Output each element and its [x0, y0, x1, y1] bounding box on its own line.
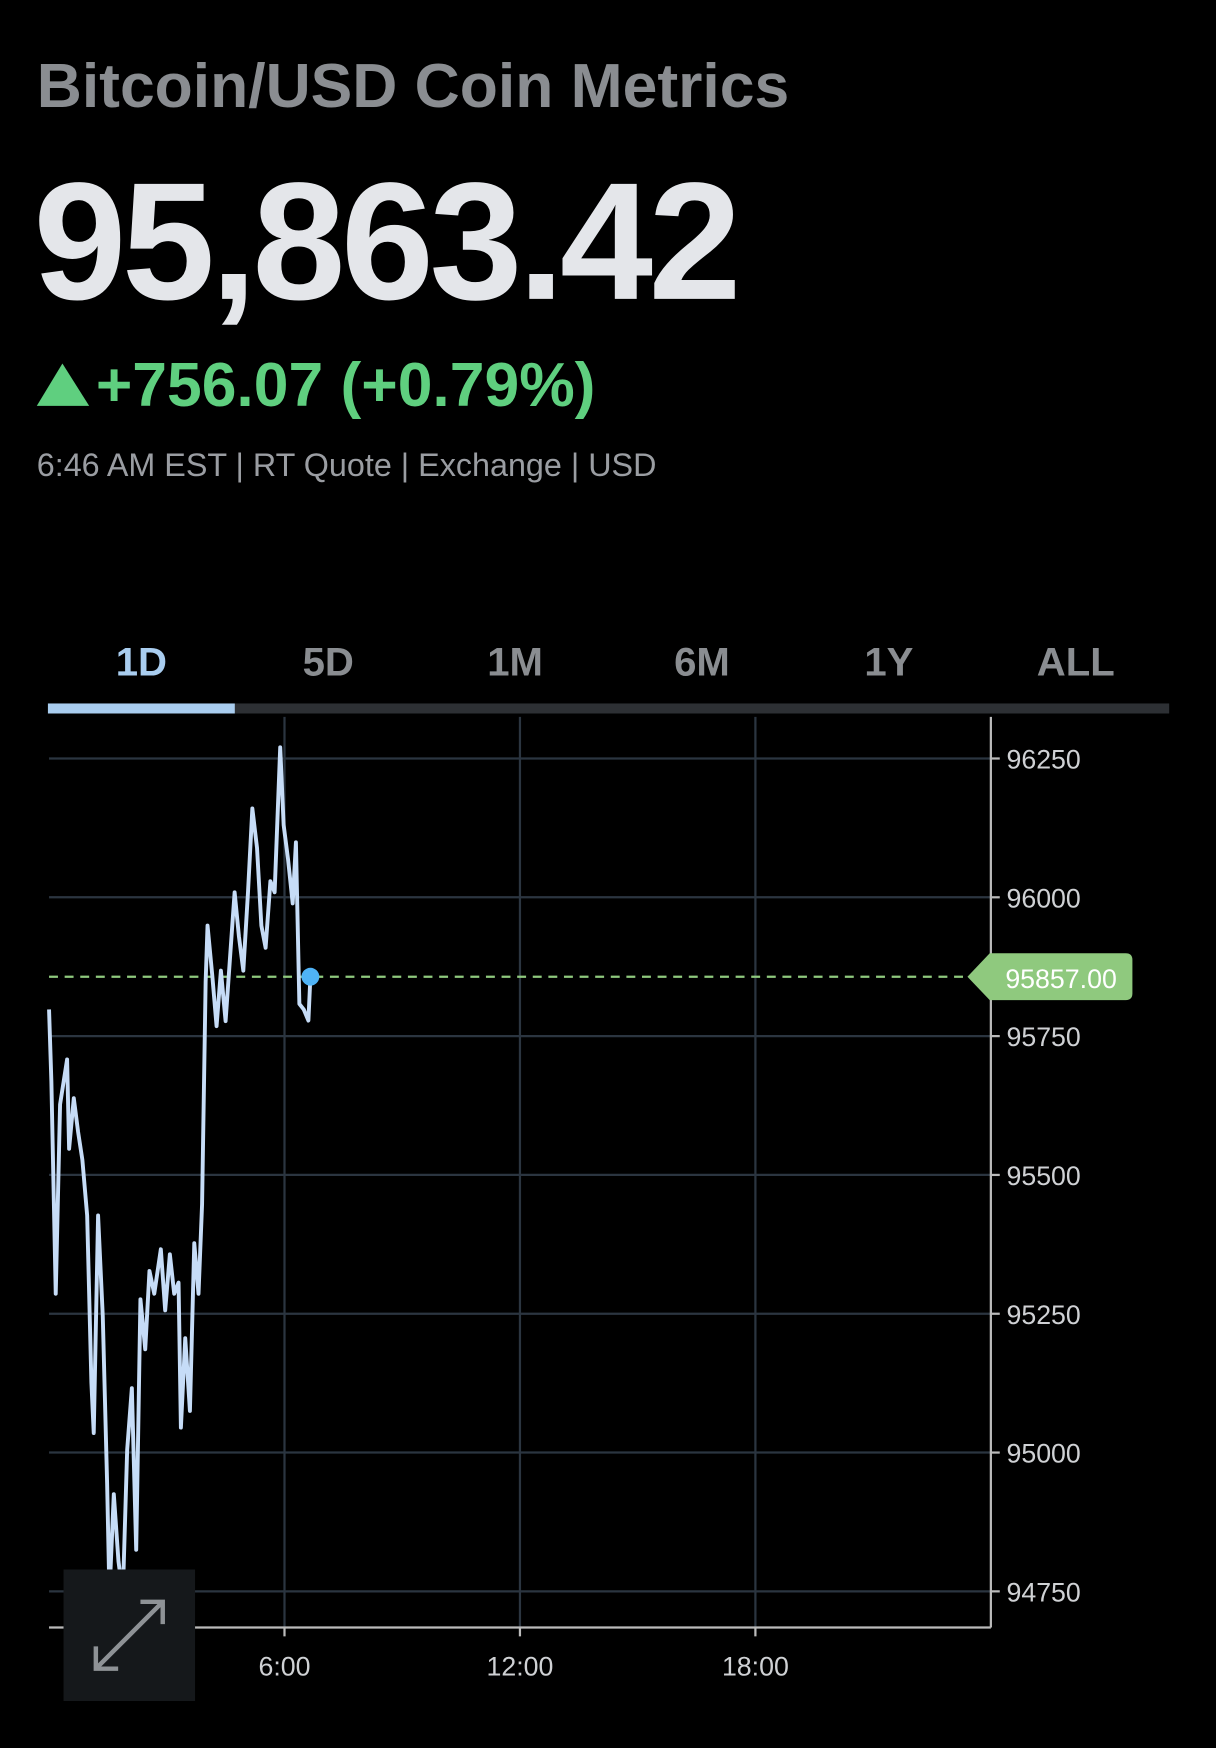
change: +756.07 (+0.79%) [96, 351, 596, 420]
y-tick-label: 95500 [1006, 1161, 1080, 1191]
tab[interactable]: 1M [487, 640, 543, 685]
tab[interactable]: 5D [303, 640, 354, 685]
quote-meta: 6:46 AM EST | RT Quote | Exchange | USD [37, 447, 657, 483]
x-tick-label: 18:00 [722, 1651, 789, 1681]
x-tick-label: 12:00 [486, 1651, 553, 1681]
tab[interactable]: 6M [674, 640, 730, 685]
y-tick-label: 95000 [1006, 1439, 1080, 1469]
tab-indicator [47, 703, 235, 714]
reference-badge [967, 953, 1133, 1001]
up-arrow [36, 363, 90, 406]
price: 95,863.42 [33, 149, 737, 335]
tab[interactable]: ALL [1037, 640, 1115, 685]
y-tick-label: 95750 [1006, 1022, 1080, 1052]
tab[interactable]: 1Y [864, 640, 913, 685]
tab[interactable]: 1D [116, 640, 167, 685]
expand-icon [93, 1599, 165, 1671]
tab-track [47, 703, 1170, 714]
y-tick-label: 95250 [1006, 1300, 1080, 1330]
price-line [47, 745, 313, 1597]
reference-label: 95857.00 [1005, 964, 1117, 994]
last-point [301, 967, 320, 986]
y-tick-label: 96250 [1006, 745, 1080, 775]
title: Bitcoin/USD Coin Metrics [37, 52, 789, 121]
y-tick-label: 96000 [1006, 883, 1080, 913]
x-tick-label: 6:00 [258, 1651, 310, 1681]
y-tick-label: 94750 [1006, 1577, 1080, 1607]
